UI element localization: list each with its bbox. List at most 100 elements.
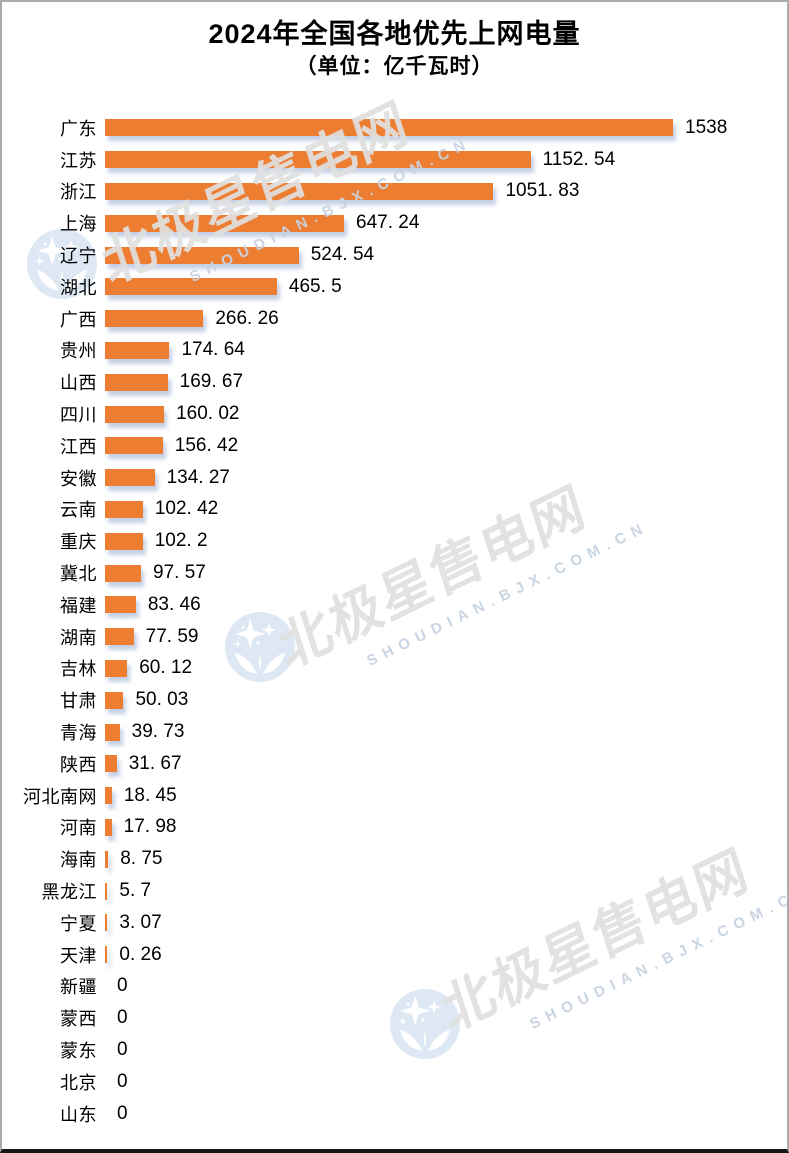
bar-row: 山西 169. 67 <box>2 366 787 398</box>
category-label: 湖南 <box>60 627 97 648</box>
bar <box>105 214 345 232</box>
bar-row: 贵州 174. 64 <box>2 335 787 367</box>
bar-row: 天津 0. 26 <box>2 939 787 971</box>
bar <box>105 119 673 137</box>
bar-row: 广东 1538 <box>2 112 787 144</box>
value-label: 0. 26 <box>119 943 162 965</box>
bar-row: 海南 8. 75 <box>2 843 787 875</box>
category-label: 山东 <box>60 1104 97 1125</box>
value-label: 97. 57 <box>153 562 206 584</box>
value-label: 8. 75 <box>120 848 163 870</box>
category-label: 江苏 <box>60 150 97 171</box>
bar-row: 北京 0 <box>2 1066 787 1098</box>
category-label: 辽宁 <box>60 246 97 267</box>
bar-row: 河北南网 18. 45 <box>2 780 787 812</box>
bar <box>105 564 142 582</box>
category-label: 重庆 <box>60 532 97 553</box>
bar <box>105 818 112 836</box>
category-label: 广东 <box>60 118 97 139</box>
bar-row: 蒙西 0 <box>2 1002 787 1034</box>
bar <box>105 469 155 487</box>
value-label: 524. 54 <box>310 244 375 266</box>
value-label: 31. 67 <box>128 752 182 774</box>
bar <box>105 787 112 805</box>
bar-row: 河南 17. 98 <box>2 812 787 844</box>
category-label: 黑龙江 <box>41 882 97 903</box>
category-label: 吉林 <box>60 659 97 680</box>
category-label: 蒙西 <box>60 1009 97 1030</box>
category-label: 山西 <box>60 373 97 394</box>
bar <box>105 500 143 518</box>
category-label: 安徽 <box>60 468 97 489</box>
bar-row: 辽宁 524. 54 <box>2 239 787 271</box>
value-label: 18. 45 <box>123 784 177 806</box>
value-label: 134. 27 <box>166 466 230 488</box>
bar-row: 湖北 465. 5 <box>2 271 787 303</box>
category-label: 宁夏 <box>60 913 97 934</box>
value-label: 102. 2 <box>154 530 208 552</box>
bar <box>105 310 204 328</box>
chart-title: 2024年全国各地优先上网电量 <box>208 19 581 49</box>
bar <box>105 691 124 709</box>
value-label: 39. 73 <box>131 721 185 743</box>
category-label: 湖北 <box>60 277 97 298</box>
category-label: 江西 <box>60 436 97 457</box>
bar <box>105 628 134 646</box>
bar-row: 浙江 1051. 83 <box>2 176 787 208</box>
value-label: 1051. 83 <box>505 180 580 202</box>
value-label: 3. 07 <box>119 911 162 933</box>
bar-row: 新疆 0 <box>2 971 787 1003</box>
bar <box>105 437 163 455</box>
value-label: 1152. 54 <box>542 148 616 170</box>
category-label: 上海 <box>60 214 97 235</box>
category-label: 四川 <box>60 405 97 426</box>
category-label: 冀北 <box>60 564 97 585</box>
bar <box>105 850 109 868</box>
value-label: 0 <box>117 1039 128 1060</box>
chart-unit-subtitle: （单位：亿千瓦时） <box>295 55 494 78</box>
category-label: 浙江 <box>60 182 97 203</box>
bar <box>105 659 128 677</box>
value-label: 77. 59 <box>145 625 199 647</box>
category-label: 海南 <box>60 850 97 871</box>
bar-row: 青海 39. 73 <box>2 716 787 748</box>
value-label: 50. 03 <box>135 689 189 711</box>
bar-row: 湖南 77. 59 <box>2 621 787 653</box>
bar <box>105 596 136 614</box>
bar-row: 江西 156. 42 <box>2 430 787 462</box>
bar-row: 山东 0 <box>2 1098 787 1130</box>
bar <box>105 246 299 264</box>
value-label: 465. 5 <box>288 275 342 297</box>
value-label: 266. 26 <box>215 307 279 329</box>
bar-row: 福建 83. 46 <box>2 589 787 621</box>
value-label: 1538 <box>685 116 728 138</box>
value-label: 0 <box>117 1102 128 1124</box>
category-label: 天津 <box>60 945 97 966</box>
bar <box>105 755 117 773</box>
category-label: 甘肃 <box>60 691 97 712</box>
bar <box>105 946 108 964</box>
value-label: 60. 12 <box>139 657 193 679</box>
value-label: 5. 7 <box>119 880 152 902</box>
value-label: 0 <box>117 1007 128 1029</box>
bar-row: 上海 647. 24 <box>2 207 787 239</box>
bar <box>105 182 494 200</box>
value-label: 156. 42 <box>174 434 239 456</box>
bar-row: 江苏 1152. 54 <box>2 144 787 176</box>
bar <box>105 723 120 741</box>
value-label: 160. 02 <box>176 403 240 425</box>
bar <box>105 341 170 359</box>
bar-row: 陕西 31. 67 <box>2 748 787 780</box>
bar-row: 黑龙江 5. 7 <box>2 875 787 907</box>
bar <box>105 532 143 550</box>
value-label: 0 <box>117 975 128 997</box>
value-label: 102. 42 <box>154 498 219 520</box>
bar <box>105 278 277 296</box>
value-label: 83. 46 <box>147 593 201 615</box>
bar-row: 四川 160. 02 <box>2 398 787 430</box>
category-label: 新疆 <box>60 977 97 998</box>
category-label: 陕西 <box>60 754 97 775</box>
value-label: 17. 98 <box>123 816 177 838</box>
category-label: 蒙东 <box>60 1041 97 1061</box>
